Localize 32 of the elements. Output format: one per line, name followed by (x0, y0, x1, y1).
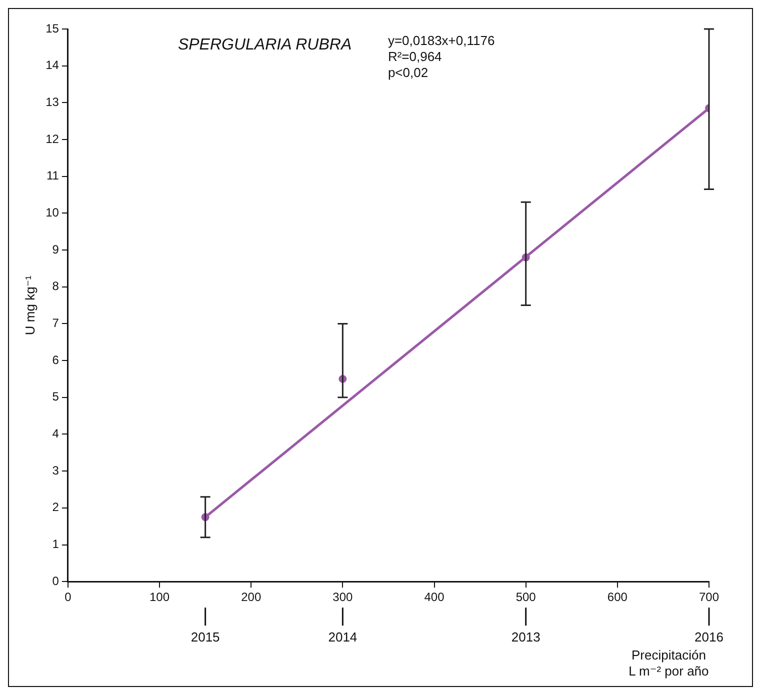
annotation: 2015 (190, 630, 220, 645)
y-tick-label: 10 (46, 206, 60, 220)
y-tick-label: 13 (46, 94, 60, 109)
y-tick-label: 11 (46, 168, 60, 183)
y-tick-label: 0 (52, 574, 60, 588)
x-tick-label: 600 (607, 590, 628, 604)
x-axis-title: Precipitación L m⁻² por año (628, 648, 709, 679)
annotation: 2013 (511, 630, 540, 645)
x-tick-label: 500 (516, 590, 536, 604)
y-tick-label: 4 (52, 426, 60, 441)
annotation: y=0,0183x+0,1176 R²=0,964 p<0,02 (388, 33, 495, 80)
y-tick-label: 7 (52, 316, 60, 330)
y-tick-label: 3 (52, 463, 60, 478)
y-tick-label: 14 (46, 58, 60, 72)
annotation: 2016 (694, 630, 724, 645)
x-tick-label: 200 (241, 590, 262, 604)
y-tick-label: 6 (52, 352, 60, 367)
chart-title: SPERGULARIA RUBRA (178, 36, 352, 54)
x-tick-label: 100 (150, 590, 170, 604)
y-tick-label: 5 (52, 390, 60, 404)
x-tick-label: 700 (698, 590, 720, 604)
annotation: 2014 (328, 630, 358, 645)
y-tick-label: 2 (52, 500, 60, 514)
y-axis-title: U mg kg⁻¹ (22, 274, 38, 336)
x-tick-label: 300 (332, 590, 354, 604)
y-tick-label: 1 (52, 537, 60, 552)
y-tick-label: 8 (52, 279, 60, 294)
x-tick-label: 0 (64, 590, 72, 604)
y-tick-label: 9 (52, 242, 60, 256)
y-tick-label: 12 (46, 132, 60, 146)
x-tick-label: 400 (424, 590, 445, 604)
y-tick-label: 15 (46, 21, 60, 36)
